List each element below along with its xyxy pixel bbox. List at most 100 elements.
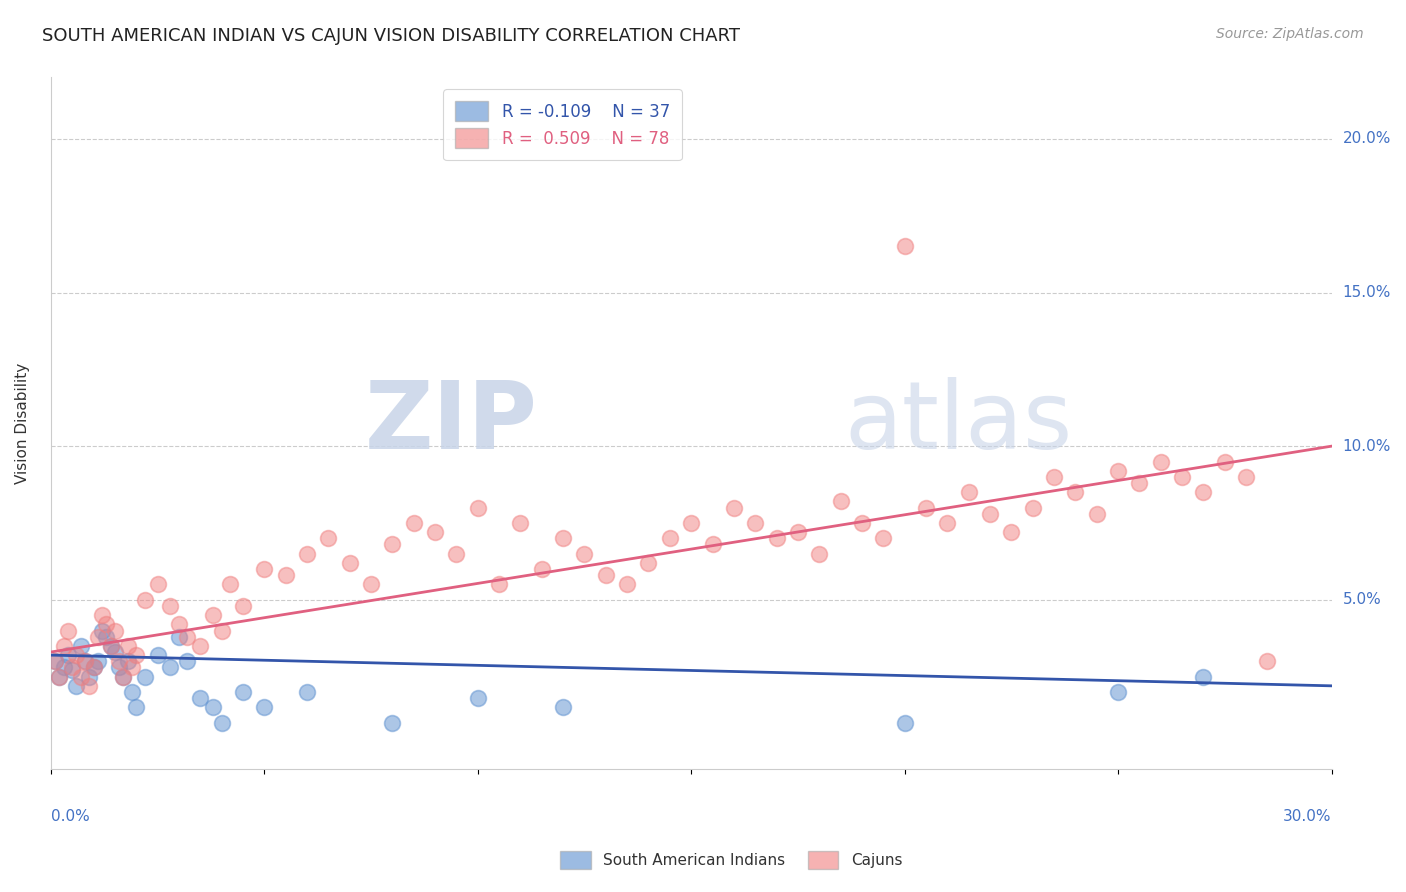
Point bbox=[979, 507, 1001, 521]
Point bbox=[1192, 485, 1215, 500]
Point bbox=[83, 660, 105, 674]
Text: 5.0%: 5.0% bbox=[1343, 592, 1381, 607]
Point bbox=[957, 485, 980, 500]
Point bbox=[1234, 470, 1257, 484]
Point bbox=[146, 577, 169, 591]
Point bbox=[723, 500, 745, 515]
Point bbox=[681, 516, 703, 530]
Point bbox=[295, 547, 318, 561]
Point bbox=[96, 630, 118, 644]
Point bbox=[211, 715, 233, 730]
Legend: R = -0.109    N = 37, R =  0.509    N = 78: R = -0.109 N = 37, R = 0.509 N = 78 bbox=[443, 89, 682, 160]
Point bbox=[1043, 470, 1066, 484]
Point bbox=[108, 660, 131, 674]
Point bbox=[52, 660, 75, 674]
Point bbox=[56, 648, 79, 662]
Point bbox=[509, 516, 531, 530]
Point bbox=[134, 592, 156, 607]
Text: ZIP: ZIP bbox=[364, 377, 537, 469]
Point bbox=[56, 624, 79, 638]
Point bbox=[274, 568, 297, 582]
Point bbox=[125, 648, 148, 662]
Point bbox=[211, 624, 233, 638]
Point bbox=[77, 670, 100, 684]
Point bbox=[915, 500, 938, 515]
Point bbox=[1000, 525, 1022, 540]
Text: atlas: atlas bbox=[845, 377, 1073, 469]
Point bbox=[44, 654, 66, 668]
Point bbox=[1107, 464, 1129, 478]
Point bbox=[851, 516, 873, 530]
Point bbox=[104, 624, 127, 638]
Point bbox=[167, 630, 190, 644]
Point bbox=[1021, 500, 1043, 515]
Point bbox=[159, 599, 181, 613]
Point bbox=[117, 639, 139, 653]
Point bbox=[91, 608, 114, 623]
Point bbox=[52, 639, 75, 653]
Point bbox=[176, 630, 198, 644]
Text: 0.0%: 0.0% bbox=[51, 809, 90, 823]
Point bbox=[253, 562, 276, 576]
Point bbox=[1150, 454, 1173, 468]
Point bbox=[112, 670, 135, 684]
Point bbox=[1128, 476, 1150, 491]
Point bbox=[121, 660, 143, 674]
Point bbox=[202, 700, 225, 714]
Point bbox=[295, 685, 318, 699]
Point bbox=[60, 664, 83, 678]
Point bbox=[176, 654, 198, 668]
Point bbox=[553, 532, 575, 546]
Point bbox=[467, 500, 489, 515]
Point bbox=[1256, 654, 1278, 668]
Y-axis label: Vision Disability: Vision Disability bbox=[15, 362, 30, 483]
Point bbox=[104, 645, 127, 659]
Text: Source: ZipAtlas.com: Source: ZipAtlas.com bbox=[1216, 27, 1364, 41]
Point bbox=[872, 532, 894, 546]
Point bbox=[1192, 670, 1215, 684]
Point bbox=[786, 525, 808, 540]
Point bbox=[1213, 454, 1236, 468]
Point bbox=[146, 648, 169, 662]
Text: SOUTH AMERICAN INDIAN VS CAJUN VISION DISABILITY CORRELATION CHART: SOUTH AMERICAN INDIAN VS CAJUN VISION DI… bbox=[42, 27, 740, 45]
Point bbox=[339, 556, 361, 570]
Point bbox=[658, 532, 681, 546]
Point bbox=[637, 556, 659, 570]
Point bbox=[1085, 507, 1108, 521]
Point bbox=[65, 679, 87, 693]
Point bbox=[100, 639, 122, 653]
Point bbox=[830, 494, 852, 508]
Point bbox=[69, 639, 91, 653]
Point bbox=[96, 617, 118, 632]
Point bbox=[69, 670, 91, 684]
Point bbox=[1171, 470, 1194, 484]
Point bbox=[381, 715, 404, 730]
Point bbox=[381, 537, 404, 551]
Point bbox=[595, 568, 617, 582]
Text: 10.0%: 10.0% bbox=[1343, 439, 1391, 454]
Point bbox=[423, 525, 446, 540]
Legend: South American Indians, Cajuns: South American Indians, Cajuns bbox=[554, 845, 908, 875]
Point bbox=[893, 715, 915, 730]
Point bbox=[202, 608, 225, 623]
Point bbox=[1107, 685, 1129, 699]
Point bbox=[167, 617, 190, 632]
Point bbox=[808, 547, 831, 561]
Point bbox=[77, 679, 100, 693]
Point bbox=[44, 654, 66, 668]
Text: 20.0%: 20.0% bbox=[1343, 131, 1391, 146]
Point bbox=[744, 516, 766, 530]
Point bbox=[73, 654, 96, 668]
Point bbox=[488, 577, 510, 591]
Point bbox=[188, 639, 211, 653]
Point bbox=[134, 670, 156, 684]
Point bbox=[1064, 485, 1087, 500]
Point bbox=[112, 670, 135, 684]
Point bbox=[893, 239, 915, 253]
Point bbox=[73, 654, 96, 668]
Text: 15.0%: 15.0% bbox=[1343, 285, 1391, 300]
Point bbox=[48, 670, 70, 684]
Text: 30.0%: 30.0% bbox=[1284, 809, 1331, 823]
Point bbox=[125, 700, 148, 714]
Point bbox=[48, 670, 70, 684]
